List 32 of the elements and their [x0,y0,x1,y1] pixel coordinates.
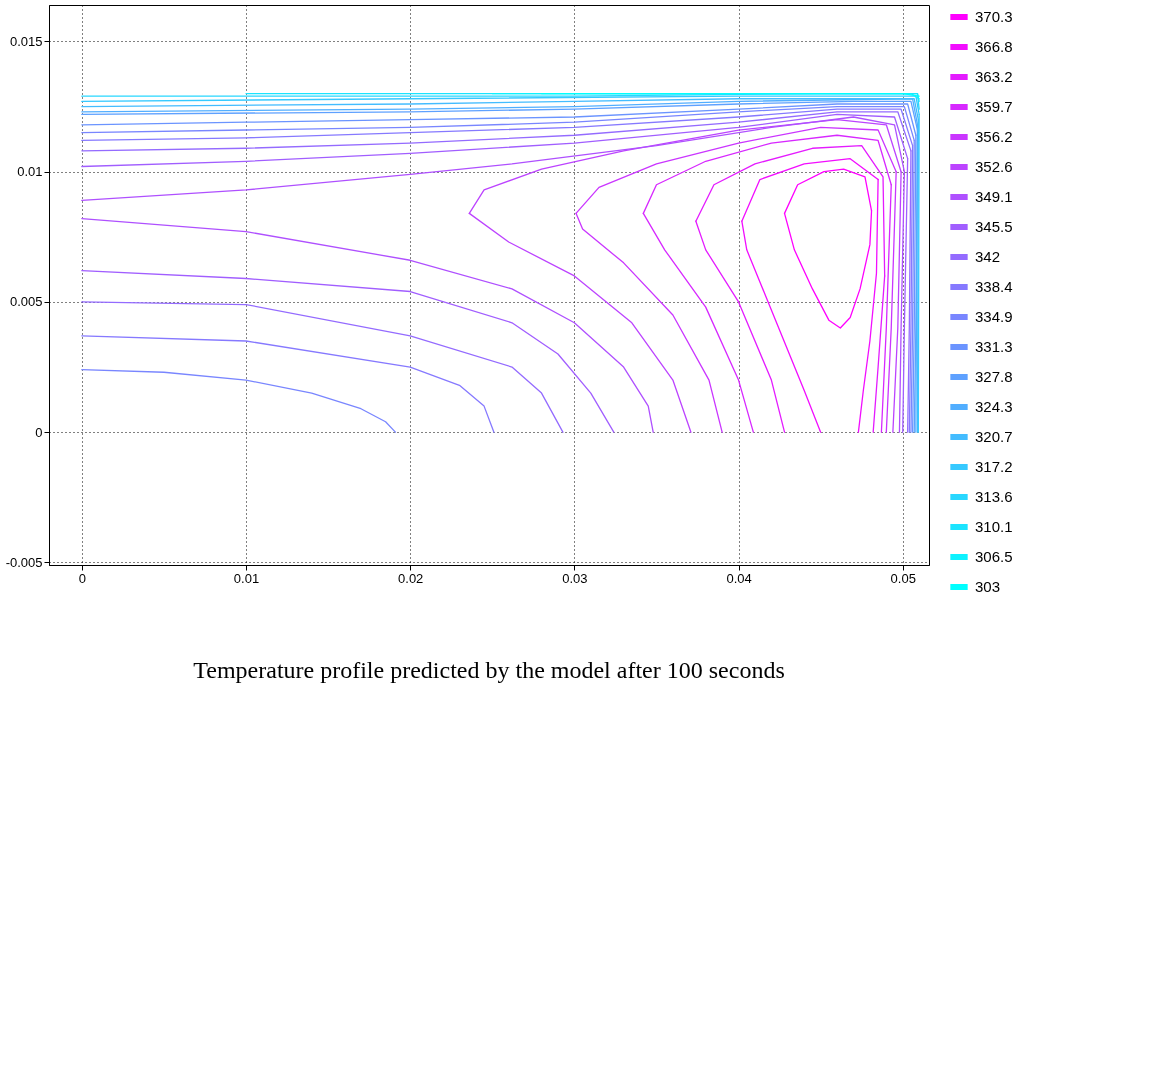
legend-label: 310.1 [975,518,1013,535]
y-tick-label: 0.005 [9,294,43,310]
x-tick-label: 0.01 [233,570,260,586]
x-tick-label: 0.04 [726,570,752,586]
legend-label: 366.8 [975,38,1013,55]
legend-label: 324.3 [975,398,1013,415]
x-tick-label: 0.03 [562,570,588,586]
legend-label: 313.6 [975,488,1013,505]
y-tick-label: 0.015 [9,33,43,49]
y-tick-label: 0.01 [17,164,43,180]
y-tick-label: 0 [35,424,43,440]
legend-label: 359.7 [975,98,1013,115]
legend-label: 345.5 [975,218,1013,235]
legend-label: 306.5 [975,548,1013,565]
legend-label: 356.2 [975,128,1013,145]
legend-label: 334.9 [975,308,1013,325]
legend-label: 303 [975,578,1001,595]
legend-label: 338.4 [975,278,1013,295]
legend-label: 317.2 [975,458,1013,475]
legend-label: 320.7 [975,428,1013,445]
x-tick-label: 0.02 [398,570,424,586]
legend-label: 349.1 [975,188,1013,205]
legend-label: 331.3 [975,338,1013,355]
legend-label: 352.6 [975,158,1013,175]
text: Temperature profile predicted by the model after 100 seconds [193,657,785,683]
y-tick-label: -0.005 [5,554,43,570]
x-tick-label: 0 [78,570,86,586]
legend-label: 327.8 [975,368,1013,385]
x-tick-label: 0.05 [890,570,916,586]
legend-label: 342 [975,248,1001,265]
legend-label: 370.3 [975,8,1013,25]
legend-label: 363.2 [975,68,1013,85]
